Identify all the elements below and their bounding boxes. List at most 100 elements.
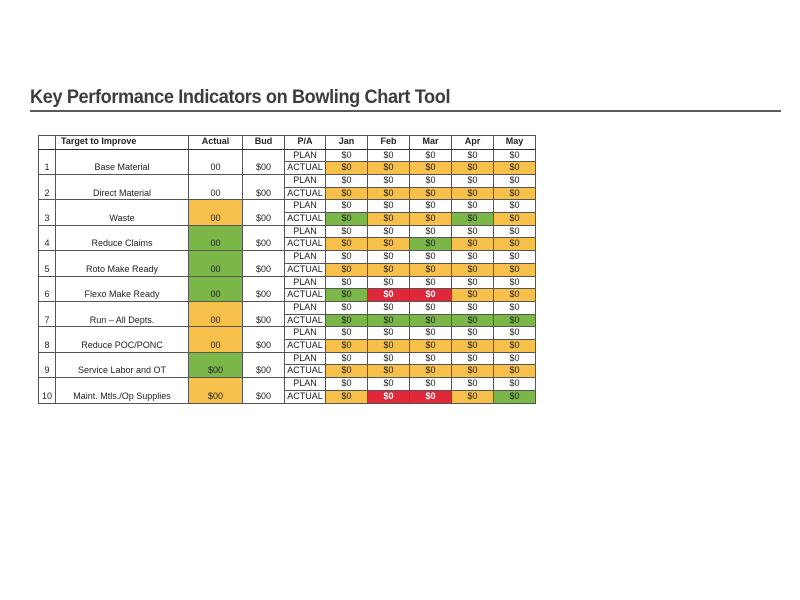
actual-value: 00 (188, 224, 243, 252)
row-number: 8 (38, 326, 56, 353)
actual-cell: $0 (325, 262, 368, 277)
budget-value: $00 (242, 275, 285, 302)
header-apr: Apr (451, 135, 494, 150)
plan-cell: $0 (409, 300, 452, 315)
actual-cell: $0 (325, 339, 368, 353)
plan-label: PLAN (284, 351, 326, 366)
actual-cell: $0 (451, 161, 494, 175)
plan-cell: $0 (451, 250, 494, 264)
plan-cell: $0 (409, 224, 452, 239)
plan-label: PLAN (284, 326, 326, 341)
target-label: Reduce Claims (55, 224, 189, 252)
actual-cell: $0 (451, 262, 494, 277)
actual-cell: $0 (325, 186, 368, 201)
actual-cell: $0 (367, 262, 410, 277)
plan-cell: $0 (367, 173, 410, 188)
actual-cell: $0 (367, 313, 410, 328)
plan-cell: $0 (493, 351, 536, 366)
actual-cell: $0 (325, 212, 368, 226)
table-row-actual: ACTUAL $0 $0 $0 $0 $0 (39, 212, 536, 226)
actual-cell: $0 (493, 161, 536, 175)
plan-cell: $0 (493, 326, 536, 341)
plan-cell: $0 (409, 148, 452, 163)
actual-cell: $0 (493, 313, 536, 328)
plan-cell: $0 (451, 224, 494, 239)
target-label: Direct Material (55, 173, 189, 201)
plan-cell: $0 (367, 148, 410, 163)
table-row-actual: ACTUAL $0 $0 $0 $0 $0 (39, 186, 536, 201)
actual-cell: $0 (493, 262, 536, 277)
actual-value: 00 (188, 275, 243, 302)
table-row-actual: ACTUAL $0 $0 $0 $0 $0 (39, 237, 536, 252)
row-number: 9 (38, 351, 56, 379)
actual-cell: $0 (451, 364, 494, 379)
actual-cell: $0 (367, 288, 410, 302)
header-may: May (493, 135, 536, 150)
header-target: Target to Improve (55, 135, 189, 150)
target-label: Reduce POC/PONC (55, 326, 189, 353)
actual-label: ACTUAL (284, 161, 326, 175)
actual-cell: $0 (451, 237, 494, 252)
actual-value: 00 (188, 326, 243, 353)
actual-value: 00 (188, 148, 243, 175)
header-jan: Jan (325, 135, 368, 150)
table-row-plan: 9 Service Labor and OT $00 $00 PLAN $0 $0 $0 $0 $… (38, 351, 536, 379)
plan-label: PLAN (284, 224, 326, 239)
budget-value: $00 (242, 224, 285, 252)
actual-cell: $0 (409, 288, 452, 302)
actual-cell: $0 (367, 212, 410, 226)
target-label: Maint. Mtls./Op Supplies (55, 377, 189, 404)
target-label: Service Labor and OT (55, 351, 189, 379)
plan-cell: $0 (451, 300, 494, 315)
target-label: Roto Make Ready (55, 250, 189, 277)
header-actual: Actual (188, 135, 243, 150)
actual-label: ACTUAL (284, 212, 326, 226)
budget-value: $00 (242, 148, 285, 175)
plan-cell: $0 (451, 275, 494, 290)
budget-value: $00 (242, 199, 285, 226)
actual-cell: $0 (409, 212, 452, 226)
actual-cell: $0 (367, 339, 410, 353)
budget-value: $00 (242, 173, 285, 201)
actual-label: ACTUAL (284, 313, 326, 328)
actual-label: ACTUAL (284, 288, 326, 302)
actual-cell: $0 (367, 364, 410, 379)
actual-label: ACTUAL (284, 186, 326, 201)
plan-cell: $0 (367, 300, 410, 315)
plan-cell: $0 (493, 199, 536, 214)
actual-cell: $0 (409, 389, 452, 404)
plan-cell: $0 (409, 275, 452, 290)
plan-cell: $0 (325, 250, 368, 264)
actual-label: ACTUAL (284, 237, 326, 252)
plan-cell: $0 (451, 351, 494, 366)
kpi-bowling-table: Target to Improve Actual Bud P/A Jan Feb… (38, 135, 536, 404)
row-number: 4 (38, 224, 56, 252)
header-num (38, 135, 56, 150)
actual-cell: $0 (493, 186, 536, 201)
actual-cell: $0 (409, 161, 452, 175)
actual-cell: $0 (409, 237, 452, 252)
plan-cell: $0 (409, 377, 452, 391)
table-row-plan: 7 Run – All Depts. 00 $00 PLAN $0 $0 $0 $0 $0 (38, 300, 536, 328)
actual-cell: $0 (325, 389, 368, 404)
actual-cell: $0 (451, 389, 494, 404)
plan-cell: $0 (493, 250, 536, 264)
plan-cell: $0 (493, 173, 536, 188)
table-row-plan: 4 Reduce Claims 00 $00 PLAN $0 $0 $0 $0 $0 (38, 224, 536, 252)
plan-cell: $0 (367, 377, 410, 391)
actual-cell: $0 (325, 237, 368, 252)
plan-label: PLAN (284, 148, 326, 163)
table-row-actual: ACTUAL $0 $0 $0 $0 $0 (39, 288, 536, 302)
actual-cell: $0 (451, 212, 494, 226)
row-number: 5 (38, 250, 56, 277)
row-number: 1 (38, 148, 56, 175)
plan-cell: $0 (325, 351, 368, 366)
actual-value: 00 (188, 199, 243, 226)
header-row: Target to Improve Actual Bud P/A Jan Feb… (38, 135, 536, 150)
header-bud: Bud (242, 135, 285, 150)
actual-label: ACTUAL (284, 262, 326, 277)
actual-cell: $0 (451, 313, 494, 328)
actual-cell: $0 (325, 364, 368, 379)
plan-cell: $0 (451, 148, 494, 163)
actual-cell: $0 (409, 339, 452, 353)
